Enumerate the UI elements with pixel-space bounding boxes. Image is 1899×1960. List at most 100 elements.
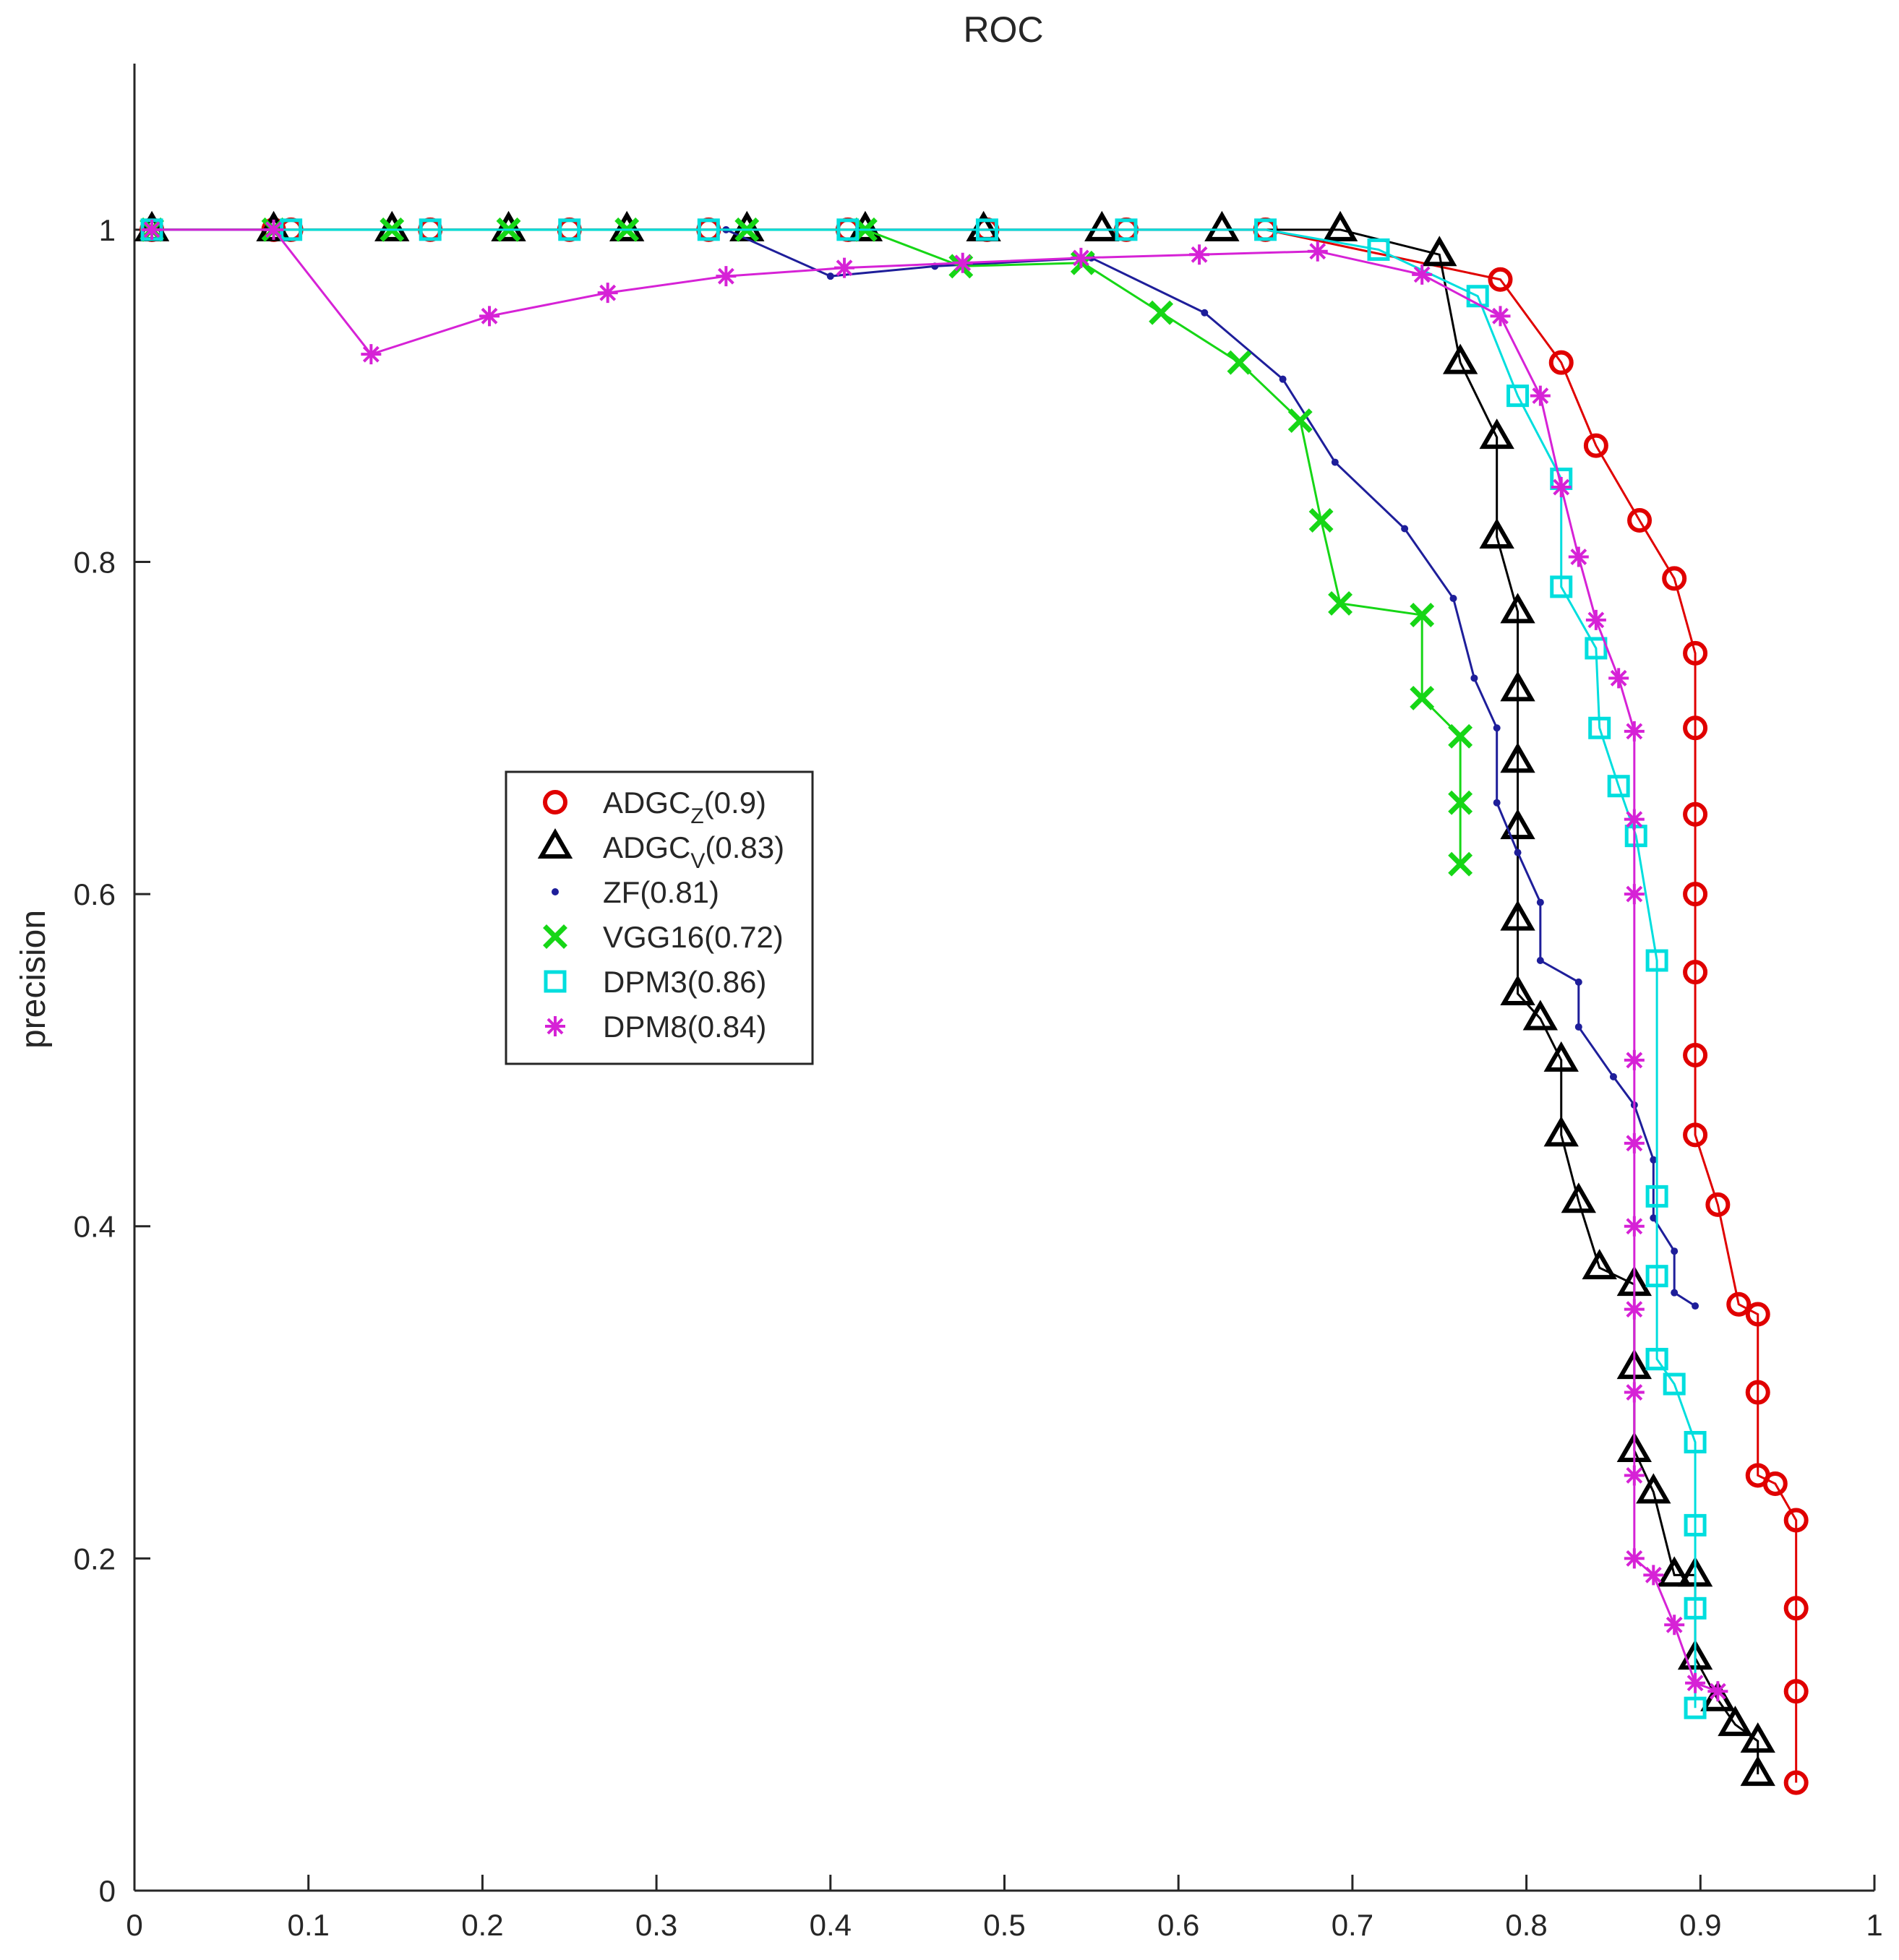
data-point-adgcv <box>1522 1000 1559 1031</box>
data-point-dpm8 <box>263 219 284 240</box>
series-line-dpm8 <box>152 228 1718 1693</box>
x-tick-label: 1 <box>1866 1908 1882 1942</box>
x-tick-label: 0.5 <box>983 1908 1025 1942</box>
data-point-adgcv <box>374 210 410 241</box>
data-point-adgcv <box>1500 593 1535 624</box>
data-point-zf <box>1671 1247 1679 1255</box>
data-point-dpm8 <box>1643 1565 1664 1586</box>
y-tick-label: 1 <box>99 213 116 247</box>
data-point-vgg16 <box>1448 790 1473 815</box>
data-point-zf <box>1574 978 1582 986</box>
y-tick-label: 0.6 <box>74 877 116 911</box>
data-point-adgcv <box>1500 742 1535 773</box>
data-point-dpm3 <box>1645 949 1668 972</box>
data-point-dpm3 <box>1663 1372 1686 1396</box>
data-point-dpm8 <box>1624 884 1645 905</box>
data-point-dpm8 <box>1664 1615 1685 1636</box>
data-point-zf <box>1493 799 1501 807</box>
legend: ADGCZ(0.9)ADGCV(0.83)ZF(0.81) VGG16(0.72)… <box>505 770 814 1065</box>
data-point-adgcv <box>1582 1249 1617 1280</box>
data-point-adgcz <box>1745 1380 1770 1405</box>
data-point-adgcz <box>1662 566 1687 591</box>
data-point-dpm3 <box>1254 218 1277 241</box>
data-point-dpm3 <box>1645 1265 1668 1288</box>
data-point-zf <box>1536 898 1544 906</box>
data-point-zf <box>1331 458 1339 466</box>
data-point-adgcv <box>1740 1755 1775 1787</box>
legend-entry-zf: ZF(0.81) <box>552 875 719 909</box>
data-point-dpm3 <box>419 218 442 241</box>
series-zf <box>148 225 1699 1310</box>
data-point-adgcz <box>1683 715 1708 741</box>
y-tick-label: 0.2 <box>74 1542 116 1576</box>
data-point-adgcv <box>1543 1041 1579 1072</box>
data-point-adgcv <box>1204 210 1240 241</box>
legend-marker-dpm8 <box>545 1016 565 1036</box>
legend-entry-dpm8: DPM8(0.84) <box>545 1010 766 1044</box>
data-point-dpm3 <box>697 218 720 241</box>
data-point-zf <box>1401 525 1409 533</box>
series-line-zf <box>152 228 1696 1307</box>
data-point-dpm8 <box>1412 264 1433 285</box>
data-point-adgcz <box>1488 267 1513 292</box>
data-point-dpm3 <box>836 218 860 241</box>
data-point-adgcv <box>1657 1556 1692 1587</box>
data-point-dpm3 <box>975 218 998 241</box>
data-point-adgcz <box>1683 640 1708 666</box>
data-point-adgcv <box>1500 809 1535 840</box>
data-point-dpm8 <box>1685 1672 1706 1693</box>
data-point-zf <box>1279 375 1287 383</box>
series-dpm3 <box>140 218 1707 1719</box>
legend-marker-adgcv <box>537 828 573 859</box>
data-point-adgcv <box>1479 517 1514 549</box>
data-point-adgcv <box>1500 974 1535 1005</box>
data-point-dpm8 <box>1624 1049 1645 1070</box>
y-tick-label: 0.4 <box>74 1210 116 1244</box>
data-point-adgcv <box>491 210 526 241</box>
x-tick-label: 0.8 <box>1505 1908 1547 1942</box>
data-point-adgcv <box>1636 1473 1671 1504</box>
data-point-zf <box>1514 848 1522 856</box>
data-point-vgg16 <box>1308 508 1334 533</box>
data-point-dpm8 <box>1307 241 1328 262</box>
data-point-adgcv <box>1500 900 1535 931</box>
series-adgcz <box>140 217 1809 1795</box>
data-point-dpm8 <box>1624 721 1645 742</box>
data-point-vgg16 <box>1328 590 1353 616</box>
data-point-adgcv <box>1322 210 1358 241</box>
chart-title: ROC <box>963 9 1043 50</box>
data-point-zf <box>1574 1023 1582 1031</box>
series-dpm8 <box>142 219 1728 1702</box>
data-point-adgcz <box>1783 1508 1809 1533</box>
x-tick-label: 0.2 <box>461 1908 503 1942</box>
x-tick-label: 0.7 <box>1332 1908 1373 1942</box>
legend-label-adgcv: ADGCV(0.83) <box>603 830 784 873</box>
data-point-dpm3 <box>1684 1596 1707 1620</box>
data-point-zf <box>1449 595 1457 603</box>
data-point-dpm3 <box>1585 637 1608 660</box>
data-point-adgcv <box>609 210 645 241</box>
data-point-adgcz <box>1783 1679 1809 1704</box>
data-point-dpm3 <box>1367 238 1390 261</box>
data-point-vgg16 <box>1287 408 1313 434</box>
x-tick-label: 0.4 <box>810 1908 852 1942</box>
x-tick-label: 0.9 <box>1679 1908 1721 1942</box>
data-point-zf <box>1650 1214 1658 1222</box>
data-point-adgcz <box>1783 1770 1809 1795</box>
data-point-dpm8 <box>1490 306 1511 327</box>
data-point-adgcv <box>1442 343 1478 374</box>
data-point-dpm3 <box>1684 1513 1707 1536</box>
data-point-adgcz <box>1783 1596 1809 1621</box>
data-point-dpm8 <box>1624 809 1645 830</box>
data-point-zf <box>1650 1156 1658 1164</box>
data-point-dpm8 <box>1608 668 1629 689</box>
data-point-adgcz <box>1745 1302 1770 1327</box>
legend-label-adgcz: ADGCZ(0.9) <box>603 786 766 828</box>
data-point-adgcv <box>1561 1182 1596 1213</box>
data-point-adgcv <box>1718 1706 1753 1737</box>
data-point-zf <box>1671 1289 1679 1297</box>
data-point-adgcz <box>1683 1043 1708 1068</box>
data-point-vgg16 <box>1149 300 1174 325</box>
data-point-dpm8 <box>1189 244 1210 265</box>
